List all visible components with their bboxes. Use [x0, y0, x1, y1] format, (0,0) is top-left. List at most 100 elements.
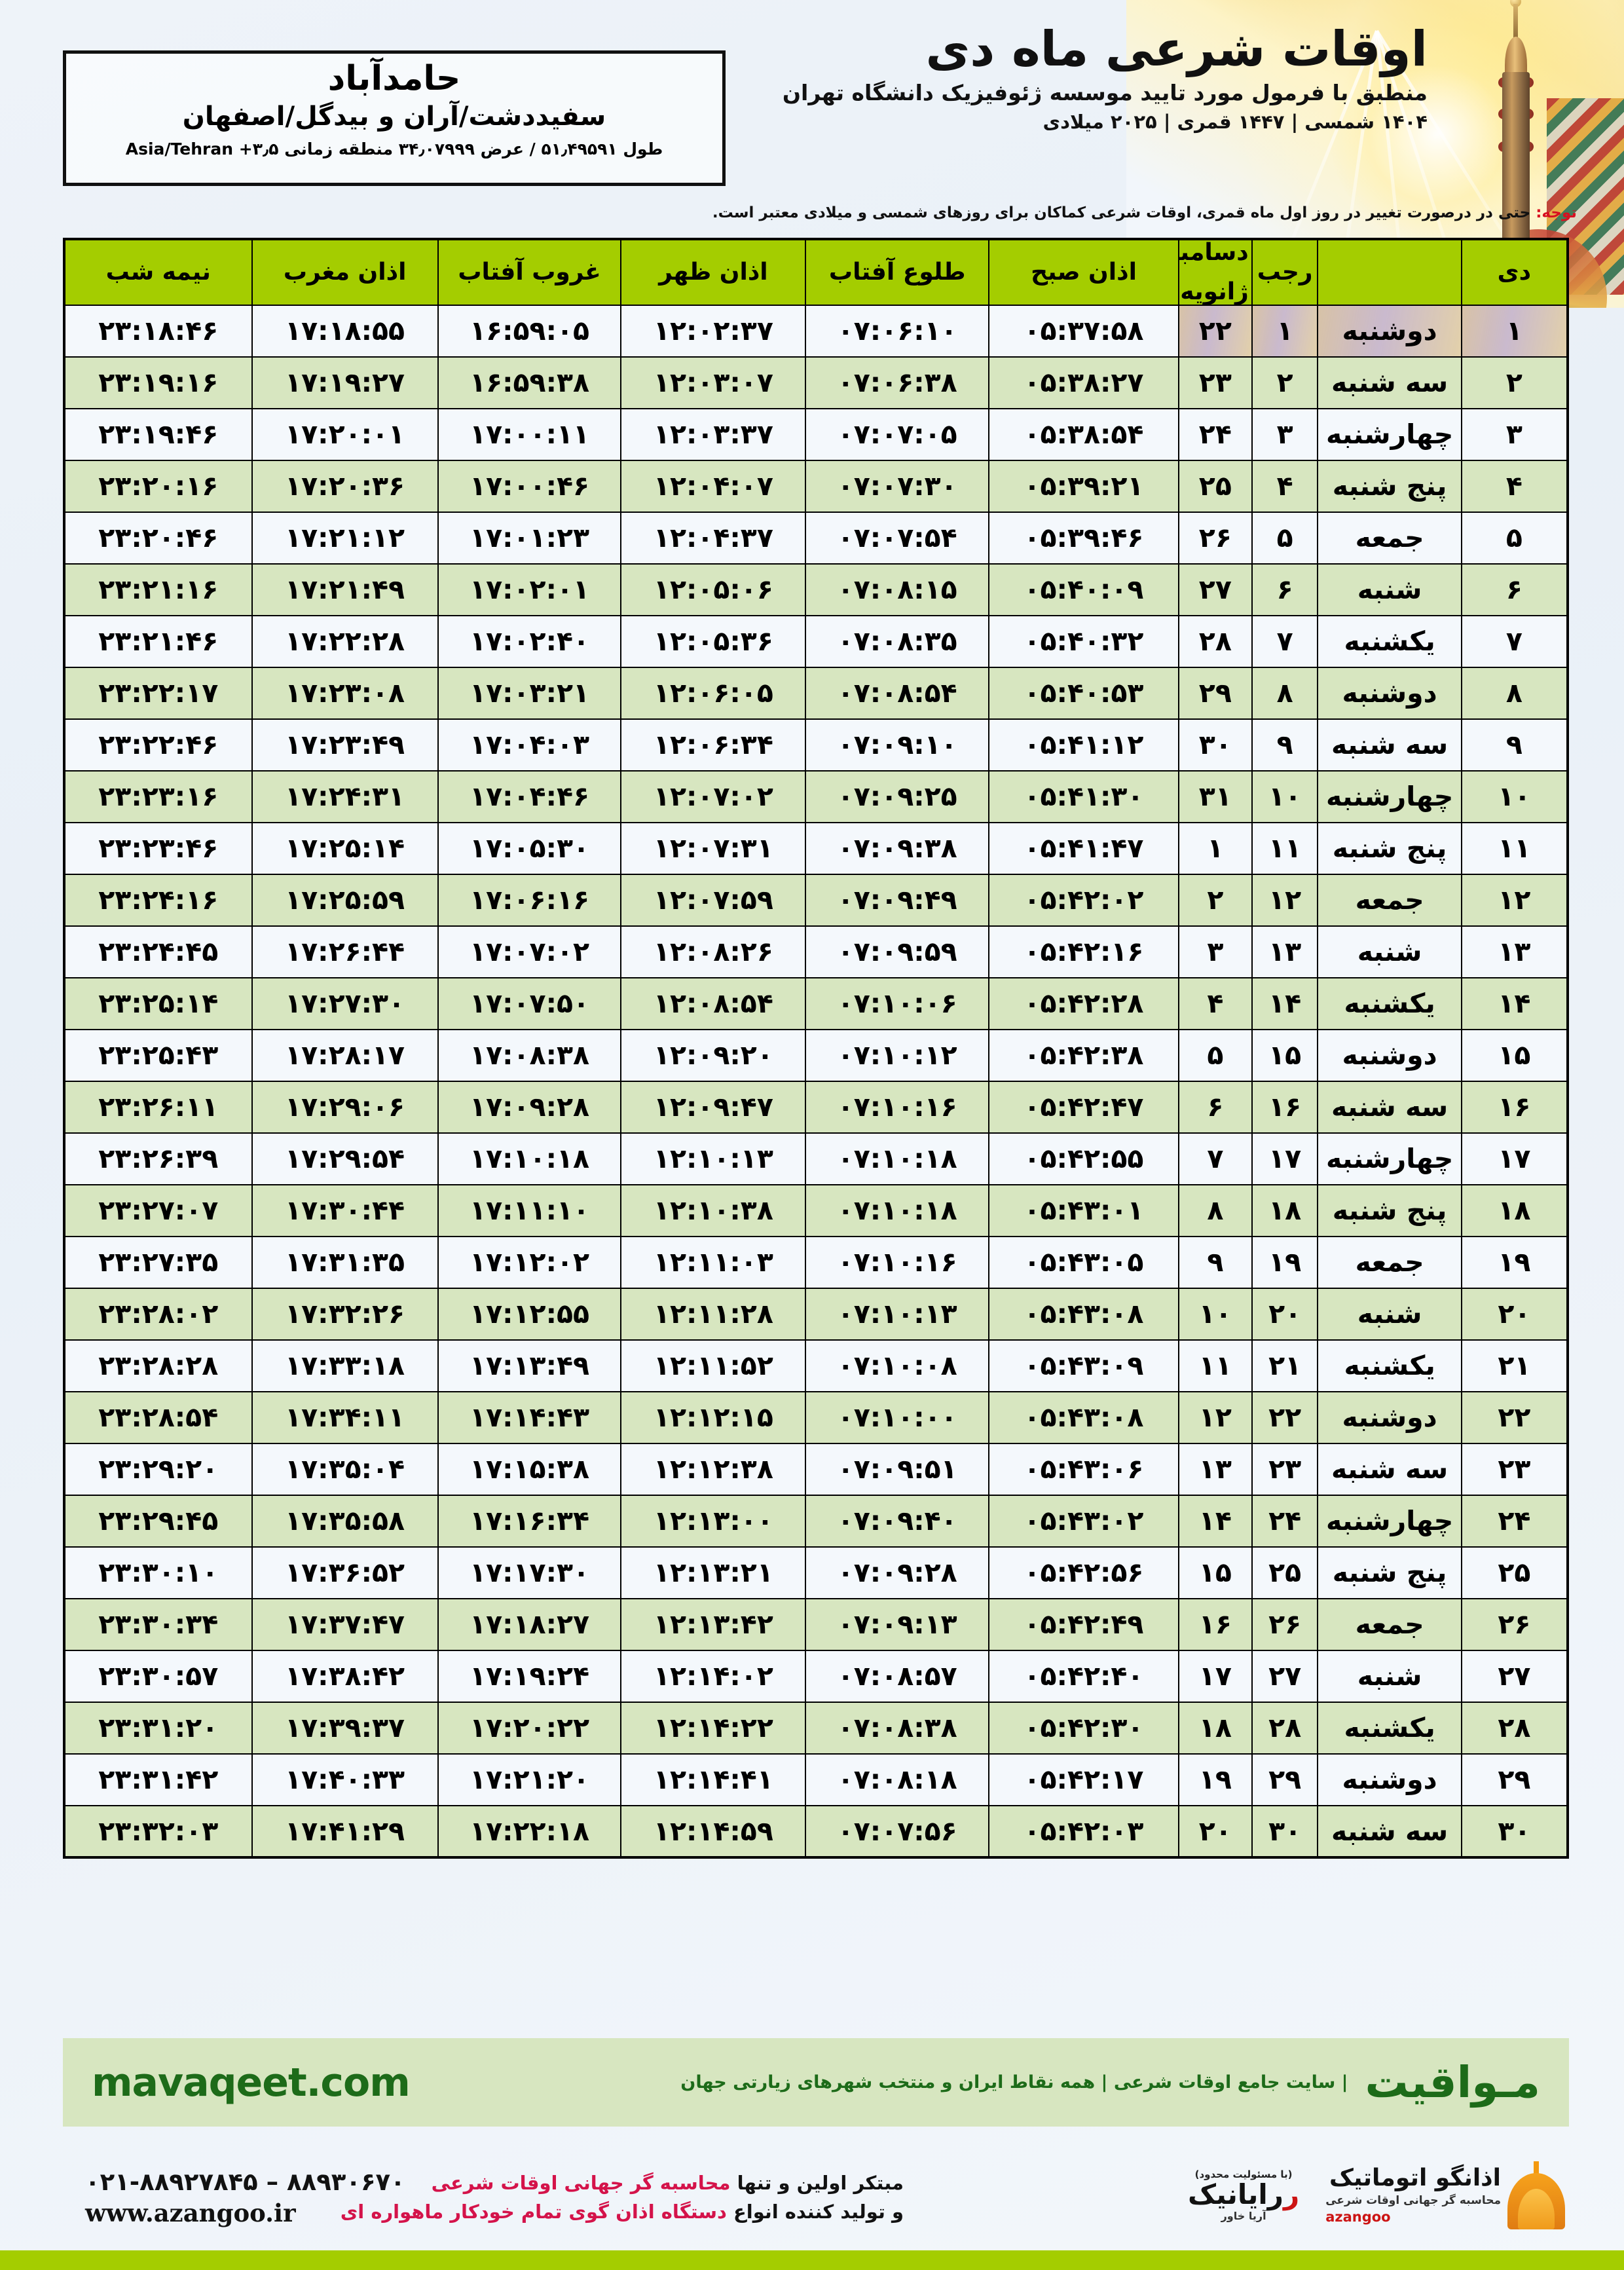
cell-rajab-day: ۲۹ — [1251, 1753, 1319, 1806]
cell-weekday: شنبه — [1317, 1649, 1462, 1703]
cell-sunset-time: ۱۷:۱۳:۴۹ — [437, 1339, 622, 1392]
cell-dey-day: ۹ — [1460, 718, 1569, 772]
cell-dhuhr-time: ۱۲:۱۰:۱۳ — [620, 1132, 807, 1185]
cell-sunrise-time: ۰۷:۱۰:۰۸ — [805, 1339, 990, 1392]
minaret-icon — [1485, 0, 1545, 282]
cell-dhuhr-time: ۱۲:۰۶:۳۴ — [620, 718, 807, 772]
table-row: ۳۰ سه شنبه ۳۰ ۲۰ ۰۵:۴۲:۰۳ ۰۷:۰۷:۵۶ ۱۲:۱۴:۵۹ ۱۷:… — [64, 1804, 1569, 1858]
promo-domain-link[interactable]: mavaqeet.com — [92, 2059, 411, 2106]
cell-weekday: دوشنبه — [1317, 1028, 1462, 1082]
cell-gregorian-day: ۳۰ — [1177, 718, 1253, 772]
cell-sunset-time: ۱۷:۱۵:۳۸ — [437, 1442, 622, 1496]
footer-logos: اذانگو اتوماتیک محاسبه گر جهانی اوقات شر… — [1188, 2161, 1565, 2229]
cell-midnight-time: ۲۳:۲۳:۴۶ — [64, 821, 253, 875]
cell-sunset-time: ۱۷:۰۴:۴۶ — [437, 770, 622, 823]
note-text: حتی در درصورت تغییر در روز اول ماه قمری،… — [712, 204, 1531, 221]
cell-dey-day: ۲۳ — [1460, 1442, 1569, 1496]
cell-gregorian-day: ۲۸ — [1177, 614, 1253, 668]
cell-sunset-time: ۱۷:۱۱:۱۰ — [437, 1183, 622, 1237]
cell-fajr-time: ۰۵:۴۲:۴۷ — [988, 1080, 1179, 1134]
cell-sunset-time: ۱۷:۱۲:۵۵ — [437, 1287, 622, 1341]
cell-midnight-time: ۲۳:۲۰:۱۶ — [64, 459, 253, 513]
cell-dey-day: ۲۲ — [1460, 1390, 1569, 1444]
cell-gregorian-day: ۱۷ — [1177, 1649, 1253, 1703]
cell-maghrib-time: ۱۷:۴۱:۲۹ — [251, 1804, 439, 1858]
cell-rajab-day: ۱۹ — [1251, 1235, 1319, 1289]
cell-weekday: دوشنبه — [1317, 1753, 1462, 1806]
cell-maghrib-time: ۱۷:۲۰:۰۱ — [251, 407, 439, 461]
cell-sunrise-time: ۰۷:۱۰:۱۳ — [805, 1287, 990, 1341]
cell-fajr-time: ۰۵:۴۳:۰۹ — [988, 1339, 1179, 1392]
cell-sunset-time: ۱۷:۲۱:۲۰ — [437, 1753, 622, 1806]
rayanik-logo: (با مسئولیت محدود) ررایانیک آریا خاور — [1188, 2168, 1299, 2222]
cell-sunset-time: ۱۷:۱۶:۳۴ — [437, 1494, 622, 1548]
cell-midnight-time: ۲۳:۲۷:۰۷ — [64, 1183, 253, 1237]
cell-sunrise-time: ۰۷:۱۰:۰۰ — [805, 1390, 990, 1444]
cell-dhuhr-time: ۱۲:۰۶:۰۵ — [620, 666, 807, 720]
cell-rajab-day: ۳ — [1251, 407, 1319, 461]
cell-gregorian-day: ۲۰ — [1177, 1804, 1253, 1858]
cell-sunset-time: ۱۷:۰۱:۲۳ — [437, 511, 622, 565]
cell-fajr-time: ۰۵:۴۲:۳۸ — [988, 1028, 1179, 1082]
cell-weekday: پنج شنبه — [1317, 459, 1462, 513]
cell-dey-day: ۲۴ — [1460, 1494, 1569, 1548]
cell-fajr-time: ۰۵:۴۳:۰۲ — [988, 1494, 1179, 1548]
cell-midnight-time: ۲۳:۳۱:۲۰ — [64, 1701, 253, 1755]
cell-dhuhr-time: ۱۲:۰۳:۰۷ — [620, 356, 807, 409]
cell-dey-day: ۲۶ — [1460, 1597, 1569, 1651]
cell-rajab-day: ۲۸ — [1251, 1701, 1319, 1755]
cell-sunrise-time: ۰۷:۰۷:۵۴ — [805, 511, 990, 565]
cell-maghrib-time: ۱۷:۲۷:۳۰ — [251, 977, 439, 1030]
col-header-weekday — [1317, 238, 1462, 306]
cell-dey-day: ۳ — [1460, 407, 1569, 461]
table-row: ۲۱ یکشنبه ۲۱ ۱۱ ۰۵:۴۳:۰۹ ۰۷:۱۰:۰۸ ۱۲:۱۱:۵۲ ۱۷:۱… — [64, 1339, 1569, 1392]
cell-sunset-time: ۱۷:۰۲:۴۰ — [437, 614, 622, 668]
cell-rajab-day: ۷ — [1251, 614, 1319, 668]
cell-fajr-time: ۰۵:۴۲:۰۲ — [988, 873, 1179, 927]
cell-dhuhr-time: ۱۲:۱۰:۳۸ — [620, 1183, 807, 1237]
cell-weekday: سه شنبه — [1317, 1080, 1462, 1134]
cell-maghrib-time: ۱۷:۲۲:۲۸ — [251, 614, 439, 668]
col-header-maghrib: اذان مغرب — [251, 238, 439, 306]
cell-sunset-time: ۱۷:۰۰:۱۱ — [437, 407, 622, 461]
cell-gregorian-day: ۱۸ — [1177, 1701, 1253, 1755]
cell-dey-day: ۳۰ — [1460, 1804, 1569, 1858]
cell-maghrib-time: ۱۷:۳۱:۳۵ — [251, 1235, 439, 1289]
cell-weekday: جمعه — [1317, 511, 1462, 565]
location-coordinates: طول ۵۱٫۴۹۵۹۱ / عرض ۳۴٫۰۷۹۹۹ منطقه زمانی … — [125, 140, 663, 159]
cell-rajab-day: ۴ — [1251, 459, 1319, 513]
cell-sunrise-time: ۰۷:۱۰:۱۸ — [805, 1132, 990, 1185]
cell-maghrib-time: ۱۷:۱۸:۵۵ — [251, 304, 439, 358]
cell-rajab-day: ۱۷ — [1251, 1132, 1319, 1185]
cell-dhuhr-time: ۱۲:۱۱:۵۲ — [620, 1339, 807, 1392]
cell-midnight-time: ۲۳:۲۸:۲۸ — [64, 1339, 253, 1392]
cell-maghrib-time: ۱۷:۲۱:۱۲ — [251, 511, 439, 565]
cell-fajr-time: ۰۵:۴۲:۱۶ — [988, 925, 1179, 978]
cell-sunset-time: ۱۶:۵۹:۳۸ — [437, 356, 622, 409]
cell-dey-day: ۱۷ — [1460, 1132, 1569, 1185]
footer-website-link[interactable]: www.azangoo.ir — [85, 2199, 296, 2227]
cell-weekday: شنبه — [1317, 1287, 1462, 1341]
table-row: ۹ سه شنبه ۹ ۳۰ ۰۵:۴۱:۱۲ ۰۷:۰۹:۱۰ ۱۲:۰۶:۳۴ ۱۷:۰۴… — [64, 718, 1569, 772]
cell-weekday: سه شنبه — [1317, 1442, 1462, 1496]
cell-weekday: سه شنبه — [1317, 718, 1462, 772]
table-row: ۱ دوشنبه ۱ ۲۲ ۰۵:۳۷:۵۸ ۰۷:۰۶:۱۰ ۱۲:۰۲:۳۷ ۱۶:۵۹:… — [64, 304, 1569, 358]
cell-fajr-time: ۰۵:۴۳:۰۸ — [988, 1287, 1179, 1341]
cell-dhuhr-time: ۱۲:۱۳:۰۰ — [620, 1494, 807, 1548]
header-title-block: اوقات شرعی ماه دی منطبق با فرمول مورد تا… — [655, 23, 1429, 133]
table-row: ۱۶ سه شنبه ۱۶ ۶ ۰۵:۴۲:۴۷ ۰۷:۱۰:۱۶ ۱۲:۰۹:۴۷ ۱۷:۰… — [64, 1080, 1569, 1134]
cell-gregorian-day: ۲۲ — [1177, 304, 1253, 358]
cell-dey-day: ۱ — [1460, 304, 1569, 358]
table-row: ۲۸ یکشنبه ۲۸ ۱۸ ۰۵:۴۲:۳۰ ۰۷:۰۸:۳۸ ۱۲:۱۴:۲۲ ۱۷:۲… — [64, 1701, 1569, 1755]
cell-fajr-time: ۰۵:۴۲:۰۳ — [988, 1804, 1179, 1858]
table-row: ۱۰ چهارشنبه ۱۰ ۳۱ ۰۵:۴۱:۳۰ ۰۷:۰۹:۲۵ ۱۲:۰۷:۰۲ ۱۷… — [64, 770, 1569, 823]
cell-weekday: چهارشنبه — [1317, 770, 1462, 823]
cell-dhuhr-time: ۱۲:۰۳:۳۷ — [620, 407, 807, 461]
prayer-times-table-wrap: دی رجب دسامبر ژانویه اذان صبح طلوع آفتاب… — [63, 238, 1569, 1859]
cell-midnight-time: ۲۳:۲۱:۴۶ — [64, 614, 253, 668]
table-row: ۲۶ جمعه ۲۶ ۱۶ ۰۵:۴۲:۴۹ ۰۷:۰۹:۱۳ ۱۲:۱۳:۴۲ ۱۷:۱۸:… — [64, 1597, 1569, 1651]
cell-midnight-time: ۲۳:۲۲:۱۷ — [64, 666, 253, 720]
cell-sunset-time: ۱۷:۱۰:۱۸ — [437, 1132, 622, 1185]
cell-dey-day: ۲۷ — [1460, 1649, 1569, 1703]
cell-rajab-day: ۹ — [1251, 718, 1319, 772]
